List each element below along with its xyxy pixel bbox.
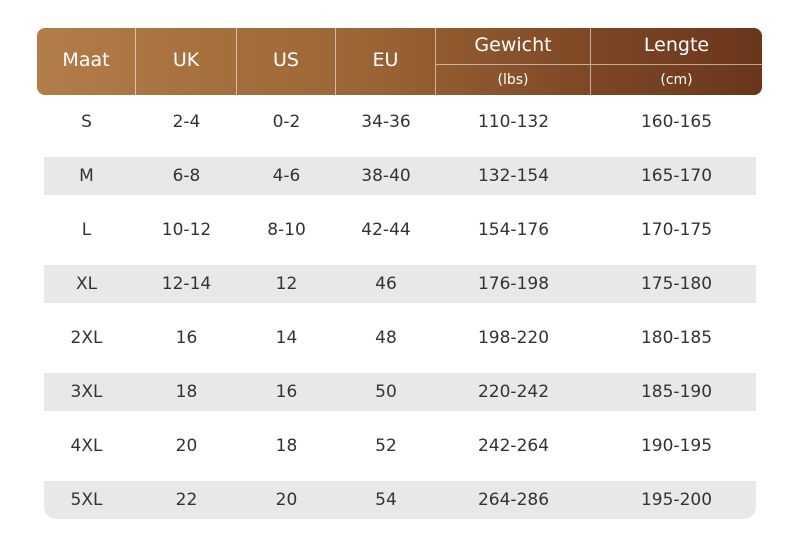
table-cell: 185-190 — [640, 382, 713, 402]
header-label: UK — [172, 49, 200, 71]
table-cell: 42-44 — [361, 220, 411, 240]
table-cell: 220-242 — [477, 382, 550, 402]
table-cell: 14 — [275, 328, 298, 348]
table-cell: 242-264 — [477, 436, 550, 456]
table-cell: 170-175 — [640, 220, 713, 240]
table-cell: 165-170 — [640, 166, 713, 186]
table-cell: 4-6 — [272, 166, 301, 186]
table-cell: 2-4 — [172, 112, 201, 132]
header-label: Maat — [62, 49, 110, 71]
table-cell: 264-286 — [477, 490, 550, 510]
table-cell: 190-195 — [640, 436, 713, 456]
header-cell: US — [237, 28, 336, 95]
table-cell: 3XL — [70, 382, 103, 402]
table-cell: 52 — [375, 436, 397, 456]
table-cell: 175-180 — [640, 274, 713, 294]
table-header: Maat UK US EU Gewicht (lbs) Lengte (cm) — [37, 28, 762, 95]
header-cell: Maat — [37, 28, 136, 95]
table-cell: 10-12 — [161, 220, 212, 240]
table-row: S 2-4 0-2 34-36 110-132 160-165 — [44, 103, 756, 141]
table-cell: 46 — [375, 274, 397, 294]
table-cell: 160-165 — [640, 112, 713, 132]
table-cell: 195-200 — [640, 490, 713, 510]
header-label: Gewicht — [474, 34, 552, 56]
table-cell: 18 — [175, 382, 198, 402]
table-cell: 16 — [275, 382, 298, 402]
header-label: Lengte — [643, 34, 710, 56]
table-cell: 132-154 — [477, 166, 550, 186]
table-cell: S — [81, 112, 92, 132]
table-cell: 48 — [375, 328, 397, 348]
table-cell: 22 — [175, 490, 198, 510]
table-cell: 16 — [175, 328, 198, 348]
table-cell: 54 — [375, 490, 397, 510]
table-row: 2XL 16 14 48 198-220 180-185 — [44, 319, 756, 357]
table-cell: 180-185 — [640, 328, 713, 348]
table-cell: 2XL — [70, 328, 103, 348]
table-cell: 8-10 — [267, 220, 306, 240]
table-cell: 5XL — [70, 490, 103, 510]
table-cell: 4XL — [70, 436, 103, 456]
header-unit: (lbs) — [436, 64, 590, 95]
table-row: L 10-12 8-10 42-44 154-176 170-175 — [44, 211, 756, 249]
table-cell: 50 — [375, 382, 397, 402]
header-unit: (cm) — [591, 64, 762, 95]
table-cell: 0-2 — [272, 112, 301, 132]
header-label: EU — [372, 49, 399, 71]
table-cell: 154-176 — [477, 220, 550, 240]
table-cell: 38-40 — [361, 166, 411, 186]
header-cell: Gewicht (lbs) — [436, 28, 591, 95]
table-row: 4XL 20 18 52 242-264 190-195 — [44, 427, 756, 465]
table-row: M 6-8 4-6 38-40 132-154 165-170 — [44, 157, 756, 195]
table-cell: 198-220 — [477, 328, 550, 348]
table-cell: 20 — [275, 490, 298, 510]
header-label: US — [273, 49, 299, 71]
table-cell: 20 — [175, 436, 198, 456]
table-row: 5XL 22 20 54 264-286 195-200 — [44, 481, 756, 519]
table-cell: XL — [75, 274, 98, 294]
table-cell: 110-132 — [477, 112, 550, 132]
header-cell: Lengte (cm) — [591, 28, 762, 95]
table-cell: 176-198 — [477, 274, 550, 294]
table-cell: L — [81, 220, 92, 240]
table-row: 3XL 18 16 50 220-242 185-190 — [44, 373, 756, 411]
table-cell: 12 — [275, 274, 298, 294]
table-row: XL 12-14 12 46 176-198 175-180 — [44, 265, 756, 303]
table-cell: 6-8 — [172, 166, 201, 186]
table-cell: 18 — [275, 436, 298, 456]
table-cell: M — [79, 166, 94, 186]
header-cell: UK — [136, 28, 237, 95]
table-cell: 34-36 — [361, 112, 411, 132]
table-cell: 12-14 — [161, 274, 212, 294]
header-cell: EU — [336, 28, 436, 95]
